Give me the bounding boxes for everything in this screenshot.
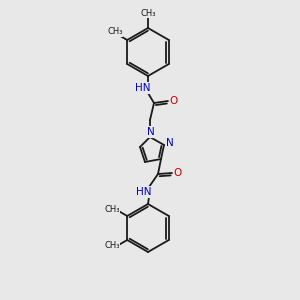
Text: O: O <box>170 96 178 106</box>
Text: N: N <box>147 127 155 137</box>
Text: CH₃: CH₃ <box>107 28 123 37</box>
Text: CH₃: CH₃ <box>104 242 120 250</box>
Text: HN: HN <box>136 187 152 197</box>
Text: HN: HN <box>135 83 151 93</box>
Text: N: N <box>166 138 174 148</box>
Text: O: O <box>174 168 182 178</box>
Text: CH₃: CH₃ <box>104 205 120 214</box>
Text: CH₃: CH₃ <box>140 8 156 17</box>
